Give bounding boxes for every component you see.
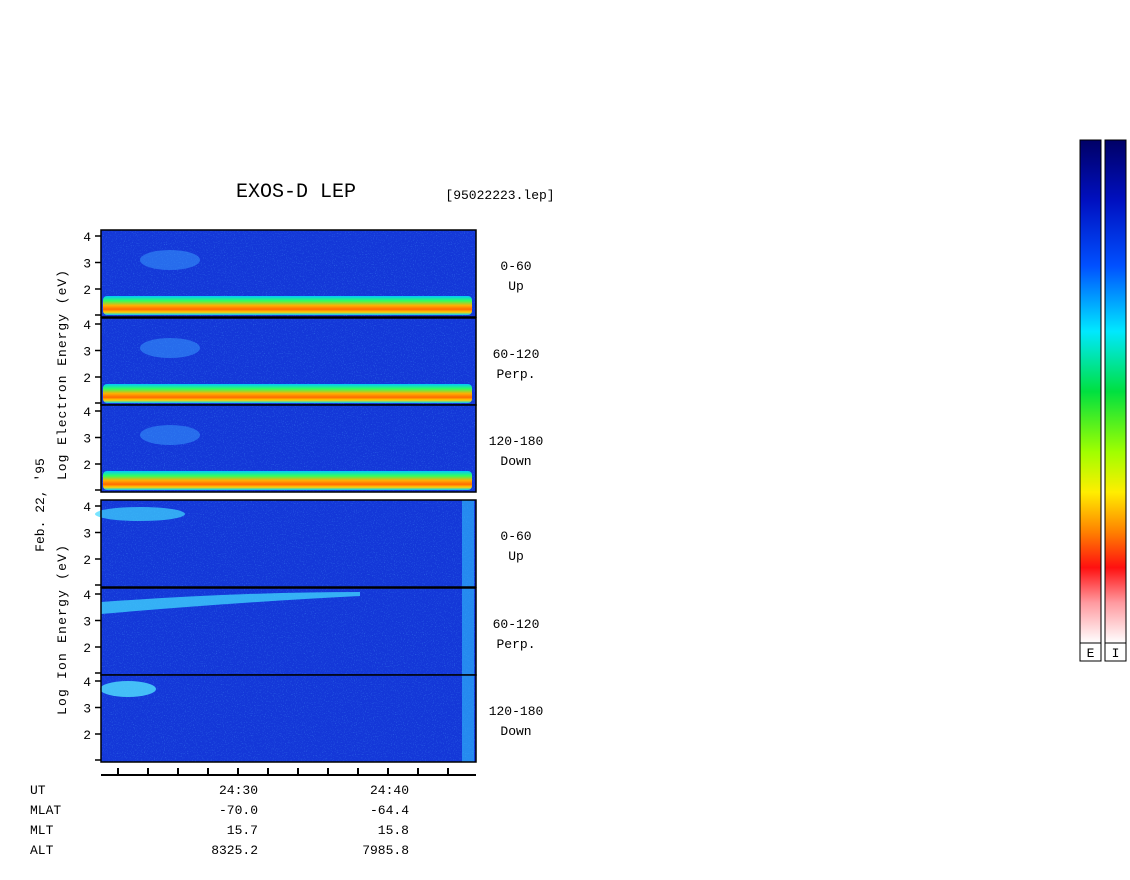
y-tick-label: 3 bbox=[83, 257, 91, 272]
y-axis-label: Log Electron Energy (eV) bbox=[55, 270, 70, 480]
panel-range: 0-60 bbox=[500, 529, 531, 544]
y-tick-label: 4 bbox=[83, 588, 91, 603]
panel-direction: Down bbox=[500, 454, 531, 469]
spectrogram-noise bbox=[101, 675, 476, 762]
ephemeris-value: 7985.8 bbox=[362, 843, 409, 858]
panel-range: 120-180 bbox=[489, 434, 544, 449]
date-label: Feb. 22, '95 bbox=[33, 458, 48, 552]
y-tick-label: 3 bbox=[83, 527, 91, 542]
colorbar-label-box bbox=[1079, 642, 1102, 662]
feature bbox=[140, 425, 200, 445]
panel-direction: Down bbox=[500, 724, 531, 739]
y-tick-label: 4 bbox=[83, 230, 91, 245]
colorbar-label-box bbox=[1104, 642, 1127, 662]
plots: 4 3 2 0-60 Up 4 3 2 60-120 Perp. 4 3 2 120-180 Down Log… bbox=[55, 229, 544, 763]
panel-range: 60-120 bbox=[493, 617, 540, 632]
edge-strip bbox=[462, 675, 474, 762]
ephemeris-value: 24:30 bbox=[219, 783, 258, 798]
panel-frame bbox=[100, 404, 477, 493]
title: EXOS-D LEP bbox=[236, 181, 356, 204]
y-tick-label: 2 bbox=[83, 728, 91, 743]
feature bbox=[140, 250, 200, 270]
row-label: ALT bbox=[30, 843, 54, 858]
panel-range: 60-120 bbox=[493, 347, 540, 362]
ion-beam bbox=[95, 507, 185, 521]
y-tick-label: 3 bbox=[83, 615, 91, 630]
colorbar-label: E bbox=[1087, 646, 1095, 661]
y-tick-label: 4 bbox=[83, 500, 91, 515]
panel-range: 120-180 bbox=[489, 704, 544, 719]
panel-direction: Perp. bbox=[496, 367, 535, 382]
electron-band bbox=[103, 296, 472, 315]
y-tick-label: 3 bbox=[83, 702, 91, 717]
panel-direction: Up bbox=[508, 279, 524, 294]
y-tick-label: 3 bbox=[83, 345, 91, 360]
row-label: UT bbox=[30, 783, 46, 798]
y-axis-label: Log Ion Energy (eV) bbox=[55, 545, 70, 715]
colorbar bbox=[1104, 139, 1127, 644]
ephemeris-value: 8325.2 bbox=[211, 843, 258, 858]
row-label: MLT bbox=[30, 823, 54, 838]
y-tick-label: 2 bbox=[83, 371, 91, 386]
ephemeris-value: 15.8 bbox=[378, 823, 409, 838]
ion-beam bbox=[101, 592, 360, 614]
y-tick-label: 2 bbox=[83, 641, 91, 656]
y-tick-label: 3 bbox=[83, 432, 91, 447]
row-label: MLAT bbox=[30, 803, 61, 818]
electron-band bbox=[103, 471, 472, 490]
x-axis bbox=[101, 768, 476, 776]
y-tick-label: 4 bbox=[83, 405, 91, 420]
panel-range: 0-60 bbox=[500, 259, 531, 274]
ephemeris-value: 24:40 bbox=[370, 783, 409, 798]
electron-band bbox=[103, 384, 472, 403]
panel-frame bbox=[100, 499, 477, 588]
feature bbox=[140, 338, 200, 358]
panel-direction: Up bbox=[508, 549, 524, 564]
panel-direction: Perp. bbox=[496, 637, 535, 652]
ion-beam bbox=[100, 681, 156, 697]
ephemeris-value: 15.7 bbox=[227, 823, 258, 838]
y-tick-label: 2 bbox=[83, 553, 91, 568]
y-tick-label: 2 bbox=[83, 458, 91, 473]
ephemeris: UT 24:30 24:40 MLAT -70.0 -64.4 MLT 15.7 15.8 ALT… bbox=[30, 783, 409, 858]
panel-frame bbox=[100, 229, 477, 318]
edge-strip bbox=[462, 588, 474, 675]
colorbar bbox=[1079, 139, 1102, 644]
ephemeris-value: -64.4 bbox=[370, 803, 409, 818]
y-tick-label: 2 bbox=[83, 283, 91, 298]
colorbar-label: I bbox=[1112, 646, 1120, 661]
edge-strip bbox=[462, 500, 474, 587]
panel-frame bbox=[100, 674, 477, 763]
ephemeris-value: -70.0 bbox=[219, 803, 258, 818]
y-tick-label: 4 bbox=[83, 318, 91, 333]
y-tick-label: 4 bbox=[83, 675, 91, 690]
file-label: [95022223.lep] bbox=[445, 188, 554, 203]
